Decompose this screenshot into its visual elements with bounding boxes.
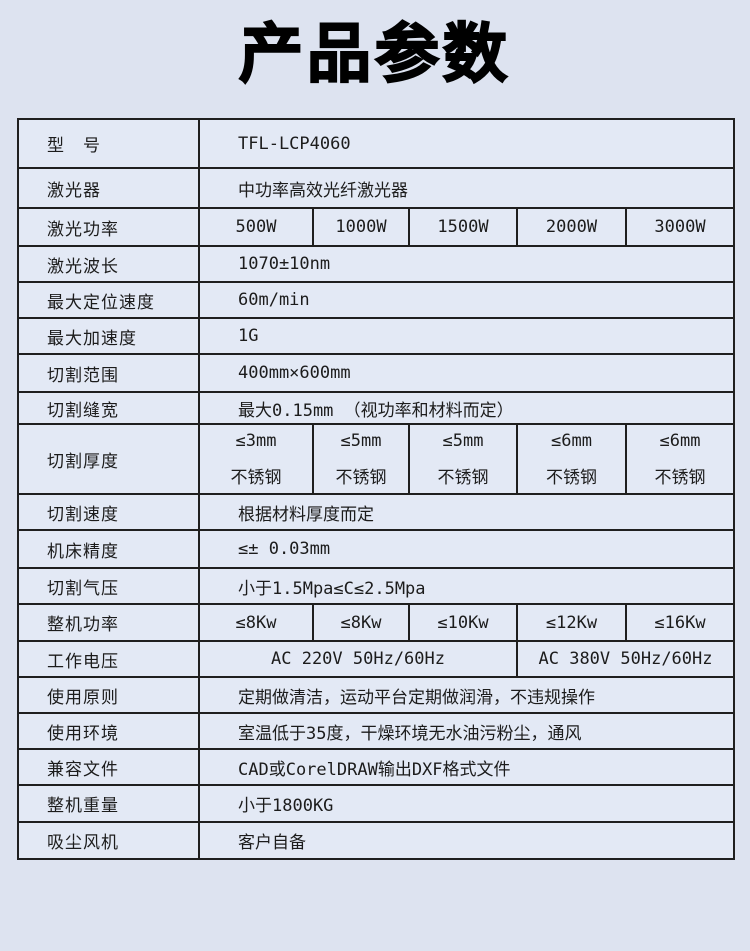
- spec-label: 整机功率: [17, 603, 200, 642]
- spec-label: 最大定位速度: [17, 281, 200, 319]
- spec-value: 400mm×600mm: [197, 353, 736, 393]
- table-row-kerf-width: 切割缝宽 最大0.15mm （视功率和材料而定）: [17, 391, 736, 425]
- spec-value: AC 380V 50Hz/60Hz: [515, 640, 736, 678]
- spec-label: 激光功率: [17, 207, 200, 247]
- thickness-material: 不锈钢: [230, 467, 282, 488]
- spec-label: 机床精度: [17, 529, 200, 569]
- spec-value: ≤5mm 不锈钢: [408, 423, 518, 495]
- spec-value: 小于1800KG: [197, 784, 736, 823]
- spec-value: 1070±10nm: [197, 245, 736, 283]
- spec-label: 最大加速度: [17, 317, 200, 355]
- spec-label: 切割缝宽: [17, 391, 200, 425]
- spec-label: 激光器: [17, 167, 200, 209]
- spec-label: 激光波长: [17, 245, 200, 283]
- table-row-dust-fan: 吸尘风机 客户自备: [17, 821, 736, 860]
- table-row-cutting-thickness: 切割厚度 ≤3mm 不锈钢 ≤5mm 不锈钢 ≤5mm 不锈钢 ≤6mm 不锈钢…: [17, 423, 736, 495]
- spec-value: ≤8Kw: [312, 603, 410, 642]
- spec-value: 500W: [198, 207, 314, 247]
- table-row-cutting-speed: 切割速度 根据材料厚度而定: [17, 493, 736, 531]
- spec-value: ≤3mm 不锈钢: [198, 423, 314, 495]
- table-row-compatible-files: 兼容文件 CAD或CorelDRAW输出DXF格式文件: [17, 748, 736, 786]
- spec-value: ≤8Kw: [198, 603, 314, 642]
- spec-value: 室温低于35度，干燥环境无水油污粉尘，通风: [197, 712, 736, 750]
- thickness-material: 不锈钢: [335, 467, 387, 488]
- page-title: 产品参数: [238, 17, 511, 91]
- table-row-machine-weight: 整机重量 小于1800KG: [17, 784, 736, 823]
- table-row-total-power: 整机功率 ≤8Kw ≤8Kw ≤10Kw ≤12Kw ≤16Kw: [17, 603, 736, 642]
- table-row-laser-power: 激光功率 500W 1000W 1500W 2000W 3000W: [17, 207, 736, 247]
- spec-value: ≤10Kw: [408, 603, 518, 642]
- table-row-usage-principles: 使用原则 定期做清洁，运动平台定期做润滑，不违规操作: [17, 676, 736, 714]
- spec-value: ≤± 0.03mm: [197, 529, 736, 569]
- spec-value: 1G: [197, 317, 736, 355]
- spec-label: 使用原则: [17, 676, 200, 714]
- table-row-cutting-range: 切割范围 400mm×600mm: [17, 353, 736, 393]
- spec-value: 定期做清洁，运动平台定期做润滑，不违规操作: [197, 676, 736, 714]
- thickness-limit: ≤5mm: [442, 430, 484, 451]
- thickness-material: 不锈钢: [654, 467, 706, 488]
- spec-label: 吸尘风机: [17, 821, 200, 860]
- table-row-laser: 激光器 中功率高效光纤激光器: [17, 167, 736, 209]
- spec-value: AC 220V 50Hz/60Hz: [198, 640, 518, 678]
- table-row-usage-environment: 使用环境 室温低于35度，干燥环境无水油污粉尘，通风: [17, 712, 736, 750]
- spec-value: 1500W: [408, 207, 518, 247]
- spec-value: ≤12Kw: [516, 603, 627, 642]
- spec-label: 切割厚度: [17, 423, 200, 495]
- spec-table: 型 号 TFL-LCP4060 激光器 中功率高效光纤激光器 激光功率 500W…: [17, 118, 736, 860]
- spec-label: 型 号: [17, 118, 200, 169]
- thickness-limit: ≤3mm: [235, 430, 277, 451]
- table-row-max-positioning-speed: 最大定位速度 60m/min: [17, 281, 736, 319]
- spec-value: 3000W: [624, 207, 736, 247]
- spec-value: ≤16Kw: [624, 603, 736, 642]
- spec-value: 最大0.15mm （视功率和材料而定）: [197, 391, 736, 425]
- spec-label: 切割气压: [17, 567, 200, 605]
- table-row-machine-precision: 机床精度 ≤± 0.03mm: [17, 529, 736, 569]
- spec-label: 切割速度: [17, 493, 200, 531]
- spec-label: 整机重量: [17, 784, 200, 823]
- spec-value: 客户自备: [197, 821, 736, 860]
- thickness-limit: ≤6mm: [551, 430, 592, 451]
- spec-value: 小于1.5Mpa≤C≤2.5Mpa: [197, 567, 736, 605]
- table-row-model: 型 号 TFL-LCP4060: [17, 118, 736, 169]
- table-row-cutting-air-pressure: 切割气压 小于1.5Mpa≤C≤2.5Mpa: [17, 567, 736, 605]
- spec-value: 2000W: [516, 207, 627, 247]
- thickness-limit: ≤5mm: [340, 430, 382, 451]
- table-row-wavelength: 激光波长 1070±10nm: [17, 245, 736, 283]
- spec-label: 切割范围: [17, 353, 200, 393]
- thickness-material: 不锈钢: [437, 467, 489, 488]
- spec-value: 根据材料厚度而定: [197, 493, 736, 531]
- spec-value: 中功率高效光纤激光器: [197, 167, 736, 209]
- spec-label: 使用环境: [17, 712, 200, 750]
- thickness-limit: ≤6mm: [659, 430, 701, 451]
- table-row-working-voltage: 工作电压 AC 220V 50Hz/60Hz AC 380V 50Hz/60Hz: [17, 640, 736, 678]
- spec-label: 工作电压: [17, 640, 200, 678]
- spec-value: TFL-LCP4060: [197, 118, 736, 169]
- spec-value: CAD或CorelDRAW输出DXF格式文件: [197, 748, 736, 786]
- thickness-material: 不锈钢: [546, 467, 597, 488]
- spec-value: ≤5mm 不锈钢: [312, 423, 410, 495]
- spec-value: 60m/min: [197, 281, 736, 319]
- spec-value: 1000W: [312, 207, 410, 247]
- spec-value: ≤6mm 不锈钢: [624, 423, 736, 495]
- spec-value: ≤6mm 不锈钢: [516, 423, 627, 495]
- table-row-max-acceleration: 最大加速度 1G: [17, 317, 736, 355]
- spec-label: 兼容文件: [17, 748, 200, 786]
